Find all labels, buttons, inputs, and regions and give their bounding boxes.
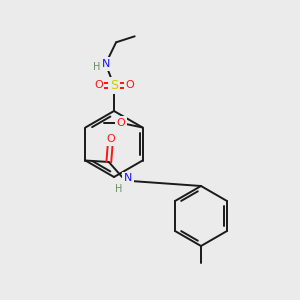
Text: N: N bbox=[101, 59, 110, 69]
Text: H: H bbox=[93, 62, 100, 72]
Text: H: H bbox=[115, 184, 122, 194]
Text: O: O bbox=[94, 80, 103, 91]
Text: O: O bbox=[117, 118, 125, 128]
Text: N: N bbox=[124, 173, 133, 183]
Text: O: O bbox=[125, 80, 134, 91]
Text: S: S bbox=[110, 79, 118, 92]
Text: O: O bbox=[106, 134, 115, 145]
